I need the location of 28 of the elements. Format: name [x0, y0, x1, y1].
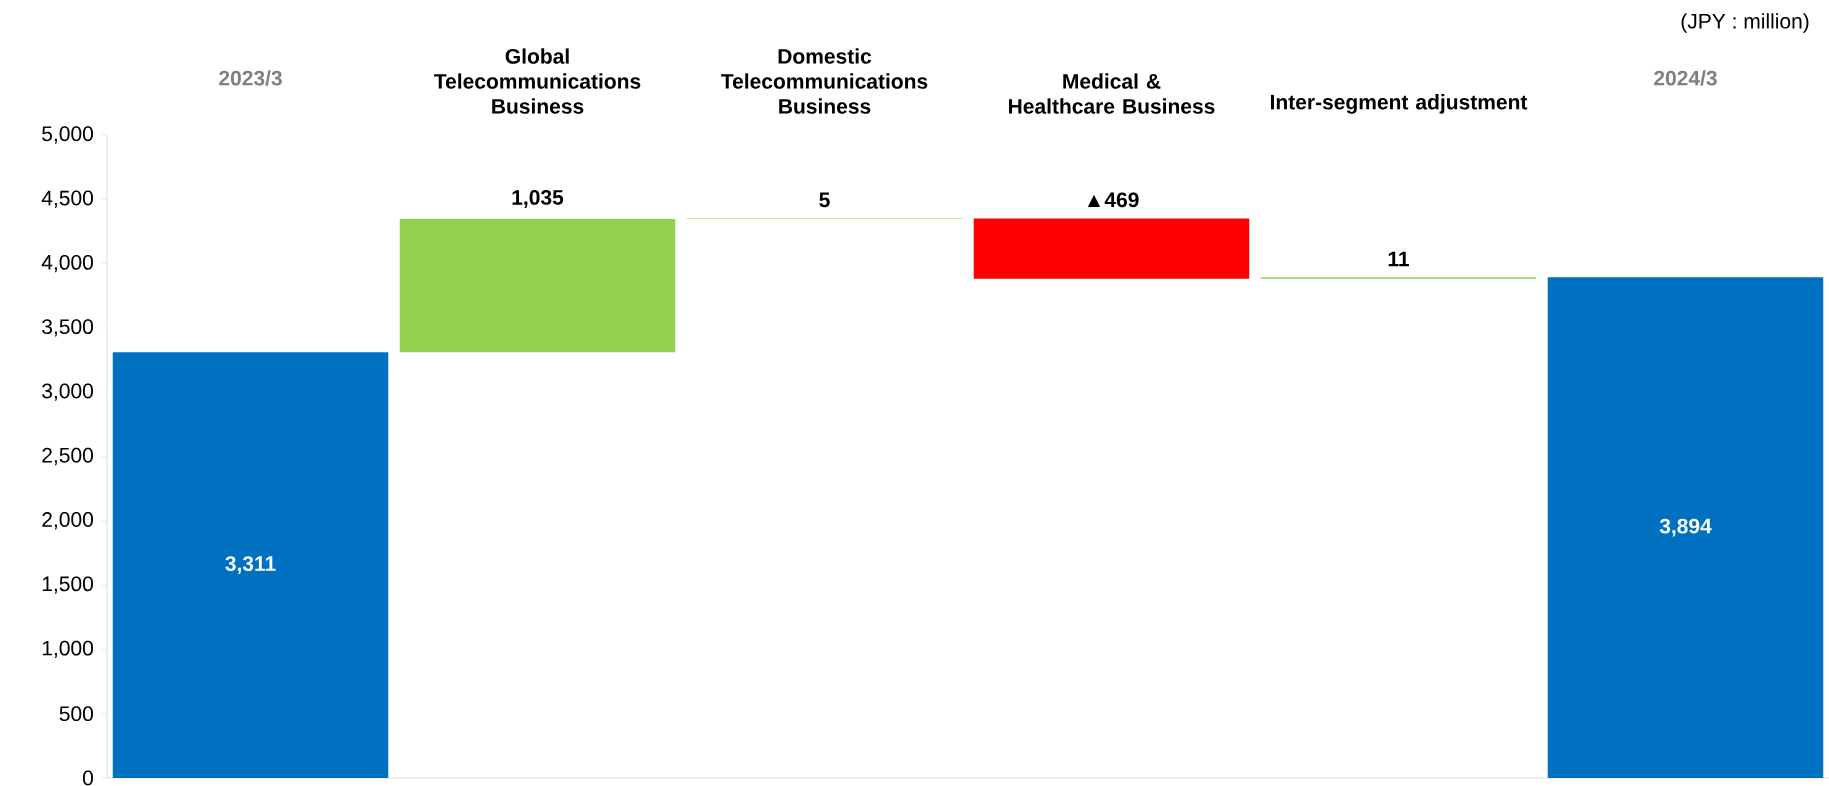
- y-tick-label: 4,500: [41, 190, 93, 208]
- y-tick-label: 1,500: [42, 576, 93, 594]
- data-label: 1,035: [512, 189, 564, 208]
- bar: [112, 352, 389, 778]
- data-label: 5: [819, 192, 830, 208]
- data-label: ▲469: [1087, 192, 1139, 208]
- y-tick-label: 1,000: [42, 640, 93, 659]
- bar: [1547, 277, 1824, 778]
- data-label: 11: [1388, 251, 1410, 267]
- y-tick-label: 2,500: [42, 447, 93, 466]
- data-label: 3,311: [225, 556, 276, 575]
- y-tick-label: 500: [59, 706, 93, 722]
- y-tick-label: 2,000: [42, 512, 93, 530]
- text: (JPY : million): [1681, 13, 1809, 33]
- y-tick-label: 0: [82, 770, 93, 786]
- y-tick-label: 3,000: [42, 383, 93, 401]
- x-tick-label: 2024/3: [1654, 70, 1717, 86]
- x-tick-label: Domestic Telecommunications Business: [721, 48, 928, 114]
- x-tick-label: 2023/3: [219, 70, 282, 86]
- x-tick-label: Medical & Healthcare Business: [1009, 73, 1215, 114]
- x-tick-label: Global Telecommunications Business: [434, 48, 641, 114]
- y-tick-label: 5,000: [42, 126, 93, 144]
- bar: [973, 218, 1250, 279]
- bar: [399, 219, 676, 353]
- data-label: 3,894: [1659, 518, 1712, 537]
- y-tick-label: 3,500: [42, 319, 93, 337]
- x-tick-label: Inter-segment adjustment: [1270, 94, 1528, 114]
- y-tick-label: 4,000: [41, 254, 93, 273]
